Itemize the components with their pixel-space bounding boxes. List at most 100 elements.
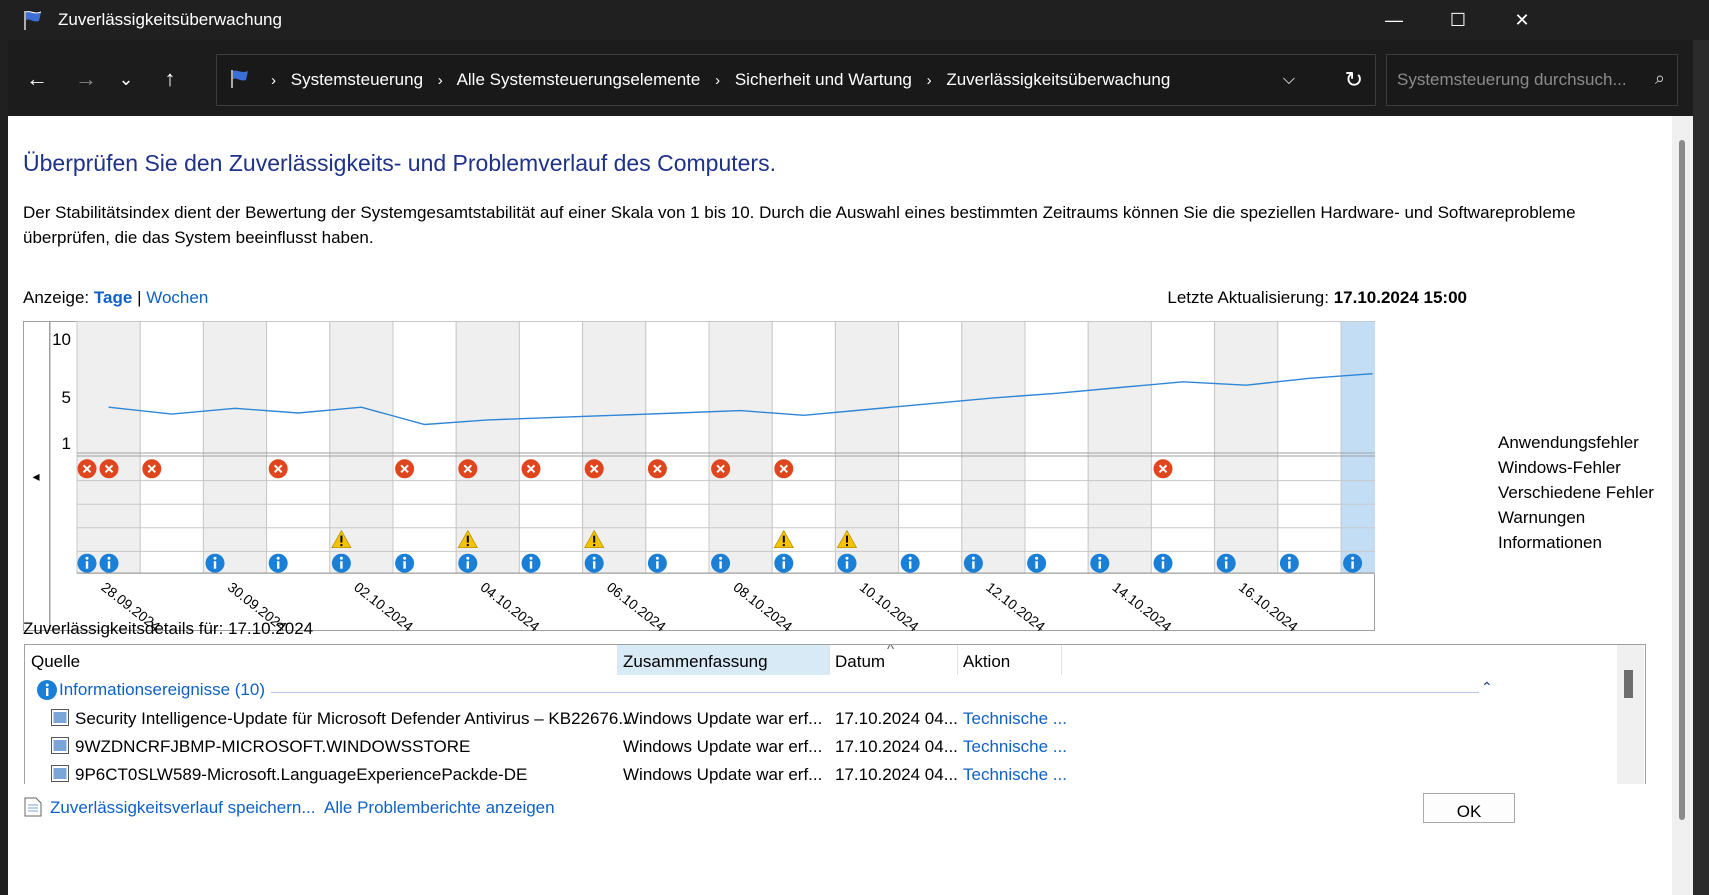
app-error-icon-cross	[82, 464, 92, 474]
chart-scroll-left-icon[interactable]: ◂	[32, 468, 39, 484]
breadcrumb-item[interactable]: Alle Systemsteuerungselemente	[456, 70, 701, 89]
table-row[interactable]: Security Intelligence-Update für Microso…	[25, 705, 1605, 733]
table-scrollbar-thumb[interactable]	[1624, 670, 1633, 698]
day-column[interactable]	[1150, 321, 1216, 574]
day-column[interactable]	[1277, 321, 1342, 574]
warning-icon	[584, 529, 605, 548]
footer: Zuverlässigkeitsverlauf speichern... All…	[8, 784, 1672, 895]
day-column[interactable]	[708, 321, 773, 574]
recent-locations-chevron-icon[interactable]: ⌄	[118, 69, 134, 89]
info-icon-dot	[908, 556, 912, 560]
info-icon-dot	[1098, 556, 1102, 560]
y-tick-label: 5	[62, 388, 71, 407]
up-arrow-icon[interactable]: ↑	[164, 66, 176, 91]
day-column[interactable]	[961, 321, 1026, 574]
info-icon	[331, 553, 351, 573]
view-all-reports-link[interactable]: Alle Problemberichte anzeigen	[324, 798, 555, 817]
app-error-icon	[1153, 459, 1173, 479]
back-arrow-icon[interactable]: ←	[26, 66, 48, 91]
legend-info: Informationen	[1498, 533, 1602, 552]
sort-indicator-icon: ^	[887, 644, 895, 658]
view-separator: |	[137, 288, 142, 307]
day-column[interactable]	[518, 321, 584, 574]
day-column[interactable]	[1087, 321, 1152, 574]
info-icon-dot	[213, 556, 217, 560]
day-column[interactable]	[76, 321, 141, 574]
minimize-button[interactable]: —	[1385, 10, 1403, 30]
ok-button[interactable]: OK	[1423, 793, 1515, 823]
info-icon-dot	[1035, 556, 1039, 560]
breadcrumb: › Systemsteuerung › Alle Systemsteuerung…	[261, 55, 1170, 105]
legend-misc-errors: Verschiedene Fehler	[1498, 483, 1654, 502]
info-icon-dot	[845, 556, 849, 560]
maximize-button[interactable]: ☐	[1449, 10, 1467, 30]
app-error-icon	[584, 459, 604, 479]
row-action-link[interactable]: Technische ...	[963, 737, 1067, 756]
forward-arrow-icon[interactable]: →	[75, 66, 97, 91]
row-action-link[interactable]: Technische ...	[963, 765, 1067, 784]
day-column[interactable]	[455, 321, 520, 574]
collapse-chevron-icon[interactable]: ⌃	[1481, 679, 1493, 695]
info-icon-stem	[403, 561, 406, 569]
refresh-icon[interactable]: ↻	[1344, 67, 1363, 92]
app-error-icon-cross	[400, 464, 409, 474]
day-column[interactable]	[392, 321, 457, 574]
search-icon[interactable]: ⌕	[1654, 68, 1665, 88]
column-header-source[interactable]: Quelle	[31, 652, 81, 671]
search-input[interactable]	[1395, 67, 1639, 93]
address-bar[interactable]: › Systemsteuerung › Alle Systemsteuerung…	[216, 54, 1376, 106]
info-icon-dot	[719, 556, 723, 560]
view-label: Anzeige:	[23, 288, 90, 307]
table-header: Quelle Zusammenfassung Datum ^ Aktion	[25, 645, 1645, 675]
save-history-link[interactable]: Zuverlässigkeitsverlauf speichern...	[50, 798, 316, 817]
view-weeks-link[interactable]: Wochen	[146, 288, 209, 307]
view-days-link[interactable]: Tage	[93, 288, 133, 307]
column-divider	[957, 645, 958, 675]
breadcrumb-item[interactable]: Systemsteuerung	[290, 70, 424, 89]
warning-icon-dot	[340, 544, 343, 547]
info-icon	[837, 553, 857, 573]
info-icon	[1216, 553, 1236, 573]
day-column[interactable]	[329, 321, 394, 574]
day-column[interactable]	[898, 321, 963, 574]
day-column[interactable]	[266, 321, 331, 574]
search-box[interactable]: ⌕	[1386, 54, 1678, 106]
close-button[interactable]: ✕	[1514, 10, 1530, 30]
info-icon-stem	[782, 561, 785, 569]
day-column[interactable]	[1214, 321, 1279, 574]
group-header-info-events[interactable]: Informationsereignisse (10) ⌃	[33, 679, 1553, 705]
address-dropdown-icon[interactable]: ⌵	[1282, 71, 1295, 88]
column-header-date[interactable]: Datum	[835, 652, 886, 671]
table-scrollbar[interactable]	[1617, 645, 1644, 785]
day-column[interactable]	[582, 321, 647, 574]
page-scrollbar[interactable]	[1672, 116, 1693, 895]
app-error-icon	[77, 459, 97, 479]
day-column[interactable]	[139, 321, 204, 574]
page-scrollbar-thumb[interactable]	[1679, 140, 1685, 820]
column-header-action[interactable]: Aktion	[963, 652, 1011, 671]
warning-icon	[836, 529, 858, 548]
info-icon	[1153, 553, 1173, 573]
app-error-icon	[99, 459, 119, 479]
reliability-chart-svg[interactable]: ◂▸105128.09.202430.09.202402.10.202404.1…	[23, 321, 1405, 635]
day-column[interactable]	[771, 321, 836, 574]
day-column[interactable]	[1340, 321, 1405, 574]
warning-icon-mark	[340, 535, 343, 543]
day-column[interactable]	[645, 321, 710, 574]
app-error-icon-cross	[589, 464, 599, 474]
document-icon	[24, 797, 42, 817]
info-icon-stem	[85, 561, 89, 569]
breadcrumb-item[interactable]: Sicherheit und Wartung	[734, 70, 912, 89]
table-row[interactable]: 9WZDNCRFJBMP-MICROSOFT.WINDOWSSTORE Wind…	[25, 733, 1605, 761]
reliability-chart[interactable]: ◂▸105128.09.202430.09.202402.10.202404.1…	[23, 321, 1405, 636]
day-column[interactable]	[202, 321, 268, 574]
warning-icon-dot	[846, 544, 848, 547]
info-icon-dot	[85, 556, 89, 560]
table-row[interactable]: 9P6CT0SLW589-Microsoft.LanguageExperienc…	[25, 761, 1605, 785]
app-error-icon-cross	[653, 464, 662, 474]
column-header-summary[interactable]: Zusammenfassung	[617, 645, 829, 675]
day-column[interactable]	[834, 321, 900, 574]
breadcrumb-item[interactable]: Zuverlässigkeitsüberwachung	[946, 70, 1171, 89]
day-column[interactable]	[1024, 321, 1089, 574]
row-action-link[interactable]: Technische ...	[963, 709, 1067, 728]
